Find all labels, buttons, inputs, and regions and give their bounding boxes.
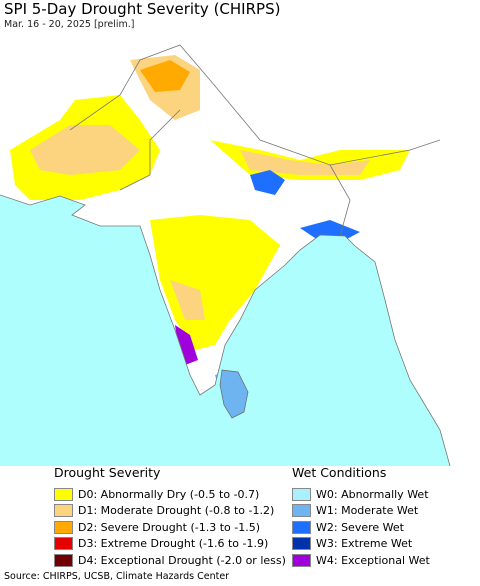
- legend-title: Drought Severity: [54, 465, 161, 480]
- legend-swatch: [292, 537, 311, 551]
- legend-label: W4: Exceptional Wet: [316, 553, 430, 567]
- legend-label: W2: Severe Wet: [316, 520, 404, 534]
- legend-item: W0: Abnormally Wet: [292, 486, 430, 503]
- sri-lanka: [219, 369, 249, 419]
- sea: [0, 195, 450, 466]
- legend: Wet Conditions W0: Abnormally Wet W1: Mod…: [292, 465, 430, 569]
- legend-label: D1: Moderate Drought (-0.8 to -1.2): [78, 504, 275, 518]
- legend-item: D3: Extreme Drought (-1.6 to -1.9): [54, 536, 286, 553]
- legend: Drought Severity D0: Abnormally Dry (-0.…: [54, 465, 286, 569]
- legend-item: W3: Extreme Wet: [292, 536, 430, 553]
- legend-swatch: [54, 520, 73, 534]
- legend-item: W1: Moderate Wet: [292, 503, 430, 520]
- legend-item: W2: Severe Wet: [292, 519, 430, 536]
- legend-title: Wet Conditions: [292, 465, 387, 480]
- legend-item: D0: Abnormally Dry (-0.5 to -0.7): [54, 486, 286, 503]
- legend-item: W4: Exceptional Wet: [292, 552, 430, 569]
- legend-label: D0: Abnormally Dry (-0.5 to -0.7): [78, 487, 260, 501]
- source: Source: CHIRPS, UCSB, Climate Hazards Ce…: [4, 571, 230, 582]
- legend-swatch: [54, 504, 73, 518]
- borders: [0, 44, 451, 466]
- legend-swatch: [292, 504, 311, 518]
- legend-swatch: [54, 537, 73, 551]
- legend-item: D1: Moderate Drought (-0.8 to -1.2): [54, 503, 286, 520]
- legend-label: W0: Abnormally Wet: [316, 487, 429, 501]
- legend-swatch: [292, 487, 311, 501]
- legend-item: D4: Exceptional Drought (-2.0 or less): [54, 552, 286, 569]
- legend-swatch: [292, 553, 311, 567]
- title: SPI 5-Day Drought Severity (CHIRPS): [4, 0, 281, 18]
- legend-label: W3: Extreme Wet: [316, 537, 413, 551]
- exceptional-wet: [175, 325, 198, 365]
- legend-swatch: [54, 553, 73, 567]
- map: [0, 44, 451, 466]
- legend-swatch: [54, 487, 73, 501]
- subtitle: Mar. 16 - 20, 2025 [prelim.]: [4, 19, 135, 30]
- severe-drought: [140, 60, 190, 92]
- legend-label: D4: Exceptional Drought (-2.0 or less): [78, 553, 286, 567]
- legend-swatch: [292, 520, 311, 534]
- legend-label: D2: Severe Drought (-1.3 to -1.5): [78, 520, 261, 534]
- legend-label: W1: Moderate Wet: [316, 504, 419, 518]
- legend-label: D3: Extreme Drought (-1.6 to -1.9): [78, 537, 269, 551]
- legend-item: D2: Severe Drought (-1.3 to -1.5): [54, 519, 286, 536]
